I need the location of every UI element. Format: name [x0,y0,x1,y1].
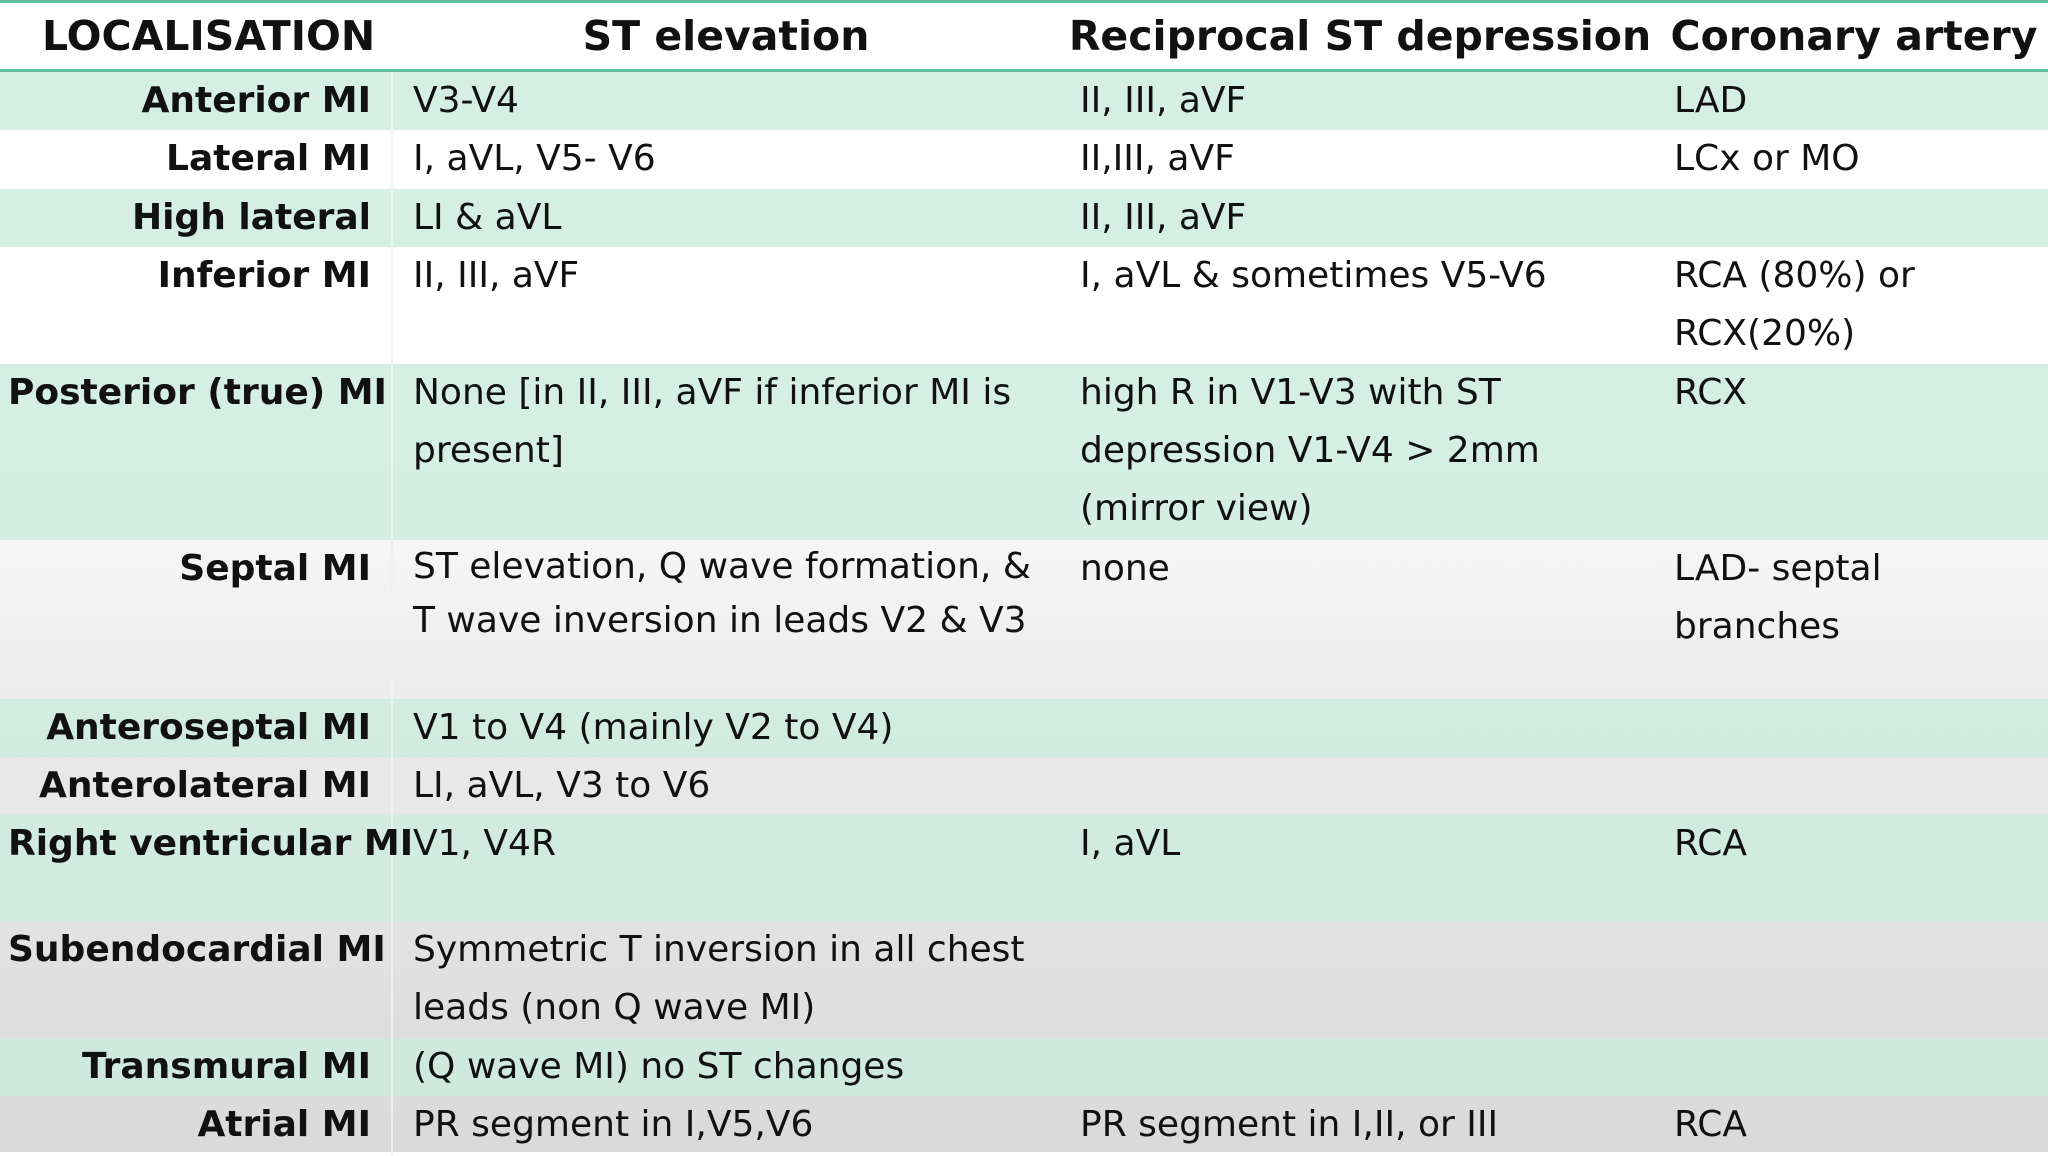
cell-coronary: RCA [1674,1104,1747,1145]
table-row: Atrial MI PR segment in I,V5,V6 PR segme… [0,1096,2048,1156]
cell-localisation: Atrial MI [0,1096,393,1156]
header-localisation: LOCALISATION [0,3,392,72]
mi-localisation-table: LOCALISATION ST elevation Reciprocal ST … [0,3,2048,1156]
cell-coronary [1660,699,2048,757]
table-row: Subendocardial MI Symmetric T inversion … [0,921,2048,1038]
cell-coronary: RCX [1660,364,2048,540]
cell-st-elevation: PR segment in I,V5,V6 [413,1104,814,1145]
cell-localisation: Anteroseptal MI [0,699,393,757]
table-row: Posterior (true) MI None [in II, III, aV… [0,364,2048,540]
cell-coronary [1660,1038,2048,1096]
cell-reciprocal [1060,1038,1660,1096]
cell-reciprocal: I, aVL & sometimes V5-V6 [1080,255,1547,296]
cell-st-elevation: I, aVL, V5- V6 [413,138,656,179]
cell-localisation: Anterolateral MI [0,757,393,815]
cell-localisation: High lateral [0,189,393,247]
cell-reciprocal [1060,757,1660,815]
cell-localisation: Inferior MI [0,247,393,364]
cell-localisation: Lateral MI [0,130,393,189]
cell-reciprocal [1060,699,1660,757]
cell-coronary [1660,189,2048,247]
cell-reciprocal [1060,921,1660,1038]
table-row: Anterolateral MI LI, aVL, V3 to V6 [0,757,2048,815]
header-st-elevation: ST elevation [392,3,1060,72]
cell-st-elevation: (Q wave MI) no ST changes [392,1038,1060,1096]
cell-coronary: LAD [1660,70,2048,130]
cell-reciprocal: I, aVL [1060,815,1660,921]
cell-localisation: Subendocardial MI [0,921,393,1038]
cell-reciprocal: high R in V1-V3 with ST depression V1-V4… [1060,364,1660,540]
cell-st-elevation: V1 to V4 (mainly V2 to V4) [392,699,1060,757]
cell-st-elevation: V1, V4R [392,815,1060,921]
cell-coronary: RCA [1660,815,2048,921]
header-coronary-artery: Coronary artery [1660,3,2048,72]
cell-reciprocal: PR segment in I,II, or III [1080,1104,1499,1145]
cell-coronary: RCA (80%) or RCX(20%) [1674,255,1915,354]
cell-st-elevation: LI, aVL, V3 to V6 [413,765,711,806]
cell-st-elevation: V3-V4 [392,70,1060,130]
cell-coronary [1660,921,2048,1038]
table-row: Right ventricular MI V1, V4R I, aVL RCA [0,815,2048,921]
table-row: Anterior MI V3-V4 II, III, aVF LAD [0,70,2048,130]
header-row: LOCALISATION ST elevation Reciprocal ST … [0,3,2048,72]
table-row: Anteroseptal MI V1 to V4 (mainly V2 to V… [0,699,2048,757]
cell-st-elevation: LI & aVL [392,189,1060,247]
table-row: High lateral LI & aVL II, III, aVF [0,189,2048,247]
cell-localisation: Posterior (true) MI [0,364,393,540]
table-row: Inferior MI II, III, aVF I, aVL & someti… [0,247,2048,364]
table-row: Lateral MI I, aVL, V5- V6 II,III, aVF LC… [0,130,2048,189]
cell-reciprocal: II,III, aVF [1080,138,1235,179]
top-rule [0,0,2048,3]
cell-coronary: LCx or MO [1674,138,1860,179]
cell-st-elevation: II, III, aVF [413,255,580,296]
cell-st-elevation: None [in II, III, aVF if inferior MI is … [392,364,1060,540]
header-reciprocal-st-depression: Reciprocal ST depression [1060,3,1660,72]
cell-reciprocal: II, III, aVF [1060,189,1660,247]
cell-localisation: Transmural MI [0,1038,393,1096]
cell-localisation: Right ventricular MI [0,815,413,921]
cell-reciprocal: II, III, aVF [1060,70,1660,130]
cell-reciprocal: none [1080,548,1170,589]
cell-coronary [1660,757,2048,815]
cell-localisation: Anterior MI [0,70,393,130]
cell-st-elevation: Symmetric T inversion in all chest leads… [413,929,1025,1028]
cell-localisation: Septal MI [0,540,393,699]
table-row: Transmural MI (Q wave MI) no ST changes [0,1038,2048,1096]
cell-st-elevation: ST elevation, Q wave formation, & T wave… [413,546,1031,641]
table-row: Septal MI ST elevation, Q wave formation… [0,540,2048,699]
cell-coronary: LAD- septal branches [1674,548,1882,647]
